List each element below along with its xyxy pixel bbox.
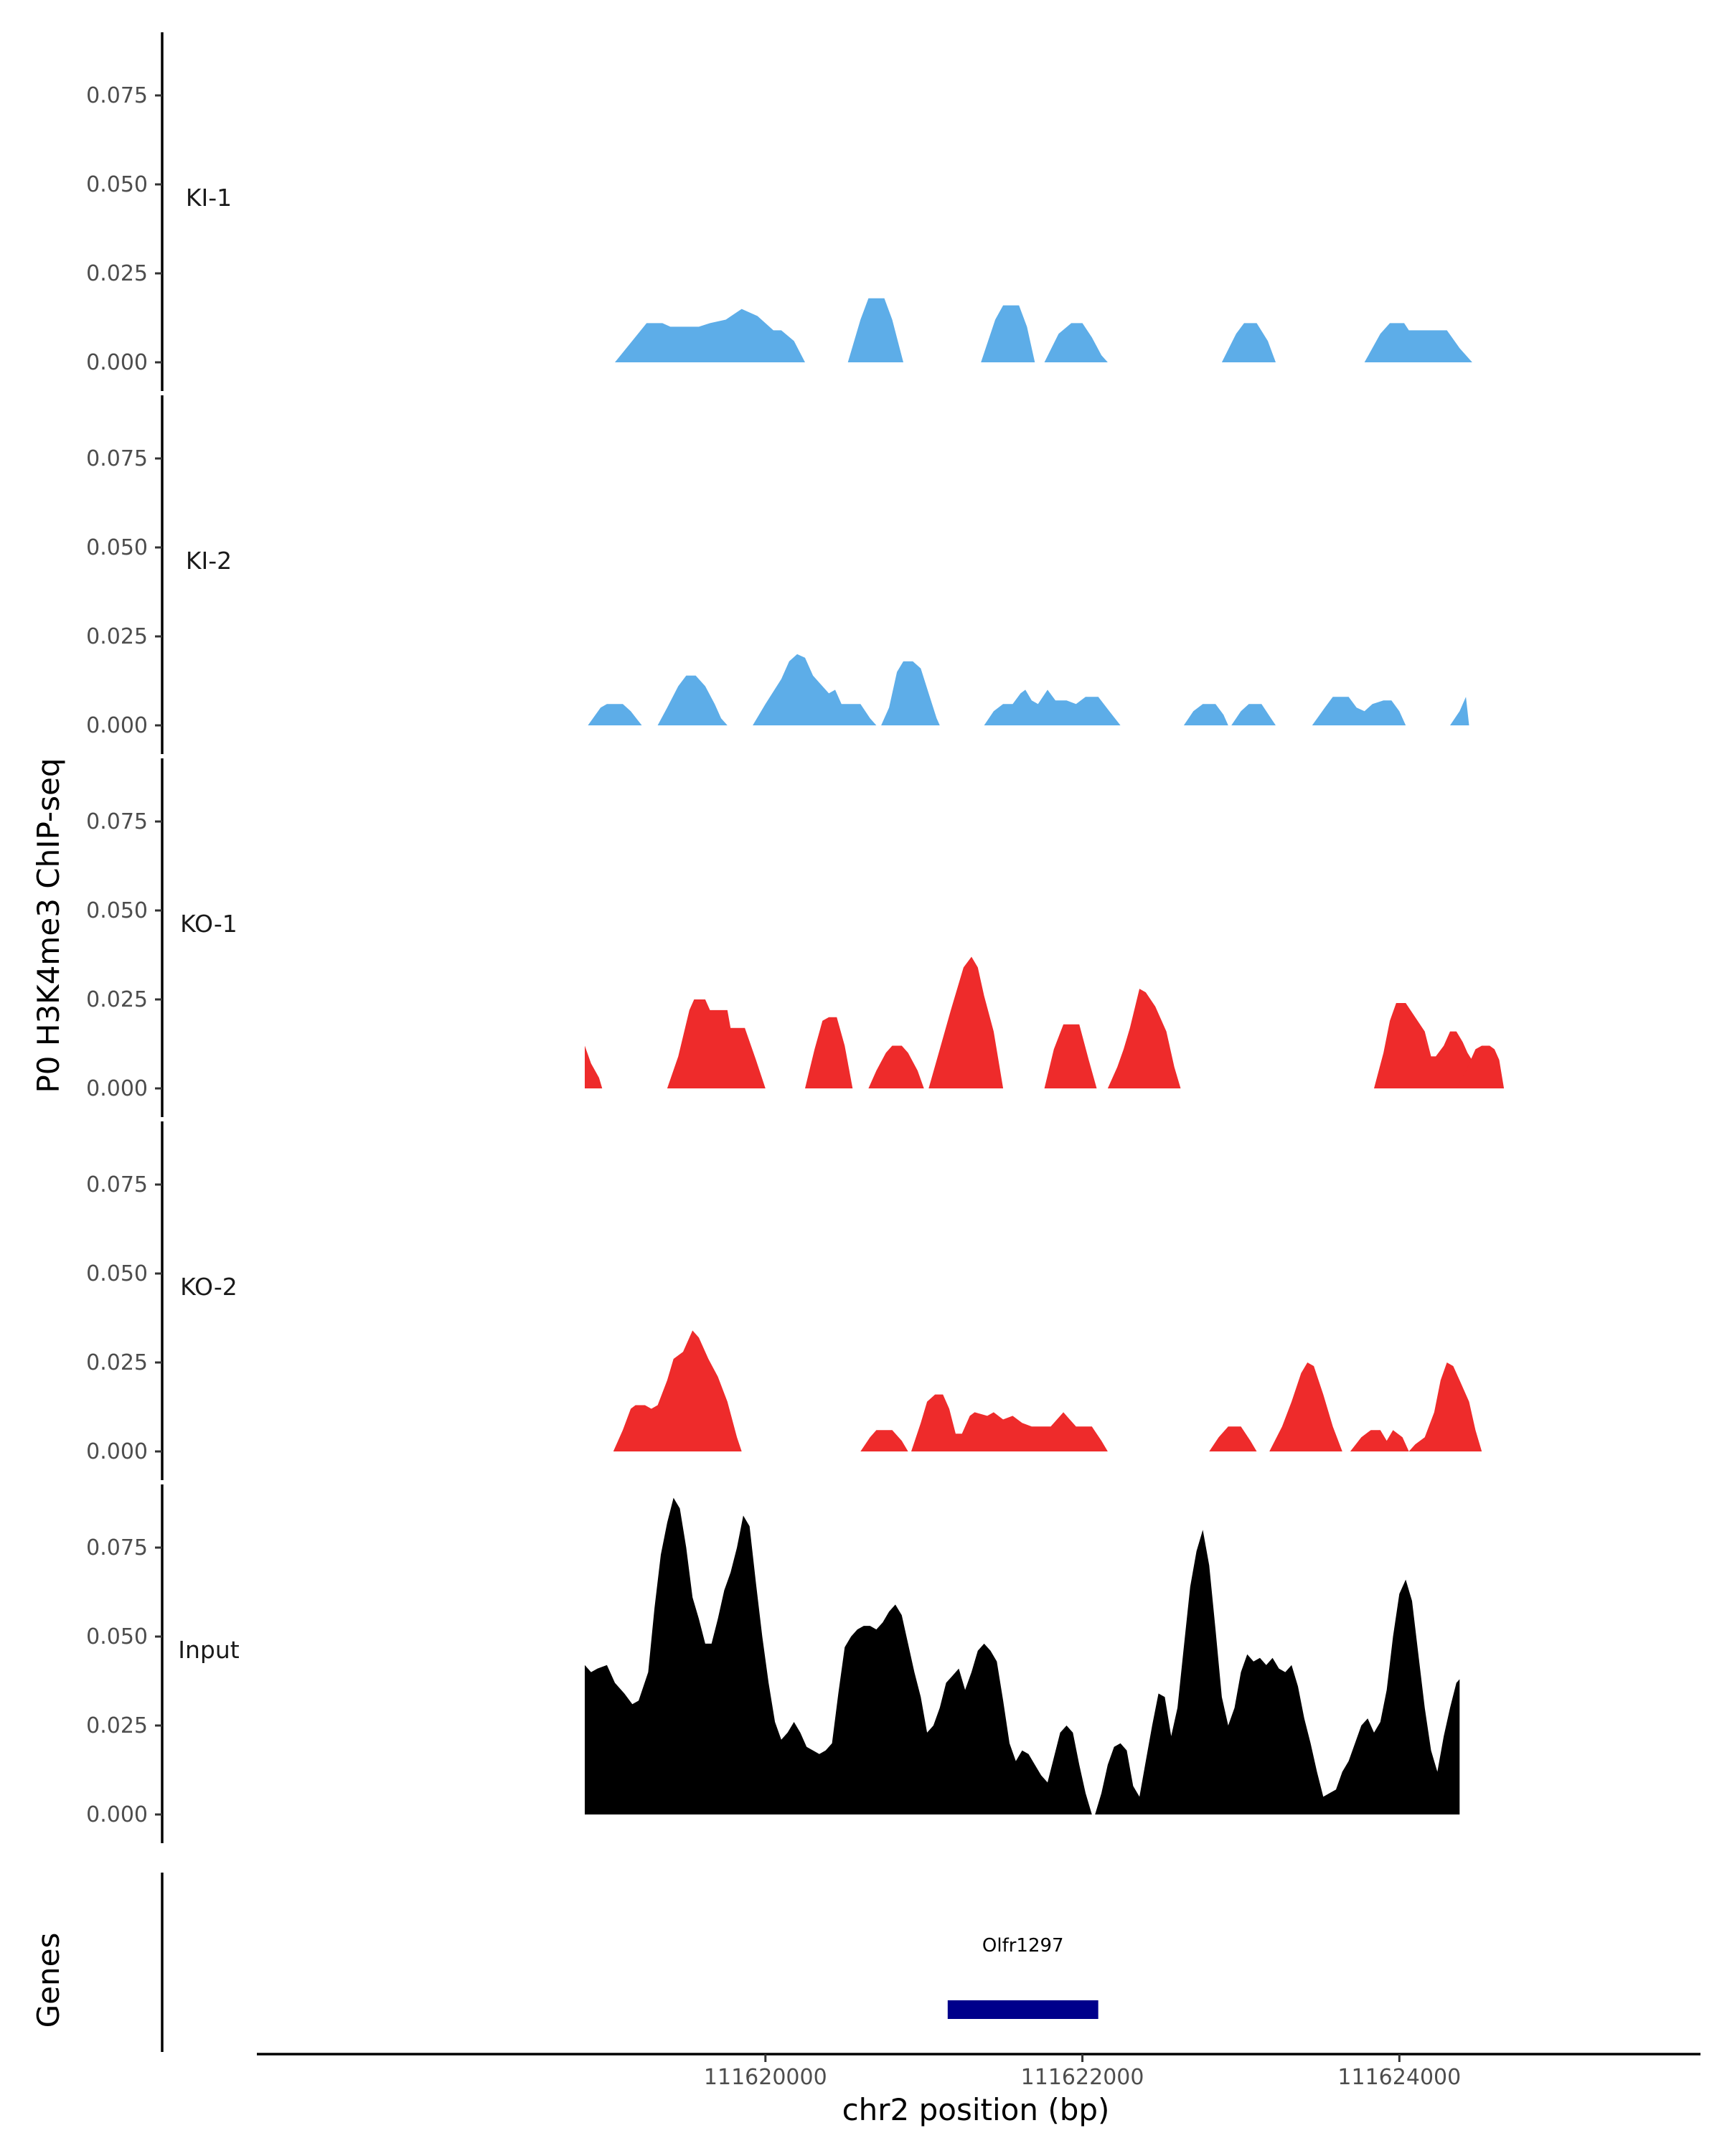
y-tick-label: 0.050 [86,535,148,560]
signal-area [881,661,940,725]
gene-bar [947,2000,1098,2019]
y-tick-label: 0.025 [86,624,148,649]
y-tick-label: 0.075 [86,446,148,471]
signal-area [585,1045,603,1088]
signal-area [1044,323,1108,362]
signal-area [984,689,1121,725]
signal-area [1364,323,1472,362]
y-tick-label: 0.025 [86,261,148,286]
track-label: KI-1 [186,184,232,212]
signal-area [1231,704,1276,725]
signal-area [928,956,1004,1088]
y-tick-label: 0.000 [86,350,148,375]
track-label: KI-2 [186,547,232,575]
signal-area [847,298,903,362]
track-ki-2: 0.000 0.025 0.050 0.075 KI-2 [86,395,1469,754]
y-tick-label: 0.075 [86,809,148,834]
signal-area [1450,697,1469,725]
signal-area [1456,1045,1505,1088]
signal-area [981,305,1035,362]
y-tick-label: 0.025 [86,987,148,1012]
genes-layer: Olfr1297 [161,1873,1098,2052]
y-tick-label: 0.000 [86,713,148,738]
signal-area [1350,1430,1409,1451]
track-ki-1: 0.000 0.025 0.050 0.075 KI-1 [86,32,1472,391]
signal-area [1095,1530,1460,1814]
signal-area [860,1430,908,1451]
gene-label: Olfr1297 [982,1935,1064,1957]
y-tick-label: 0.025 [86,1713,148,1738]
tracks-layer: 0.0000.0250.0500.075KI-10.0000.0250.0500… [86,32,1505,1843]
track-input: 0.000 0.025 0.050 0.075 Input [86,1484,1460,1843]
track-ko-1: 0.000 0.025 0.050 0.075 KO-1 [86,758,1505,1117]
y-tick-label: 0.075 [86,1172,148,1197]
signal-area [1044,1024,1097,1088]
signal-area [1107,989,1181,1088]
signal-area [1269,1362,1342,1451]
signal-area [1183,704,1228,725]
signal-area [585,1497,1092,1814]
track-label: KO-2 [180,1273,237,1301]
y-tick-label: 0.000 [86,1076,148,1101]
y-tick-label: 0.025 [86,1350,148,1375]
y-tick-label: 0.075 [86,83,148,108]
y-axis-title: P0 H3K4me3 ChIP-seq [31,758,66,1093]
y-tick-label: 0.050 [86,1261,148,1286]
y-tick-label: 0.050 [86,898,148,923]
signal-area [753,654,877,725]
track-label: KO-1 [180,910,237,938]
signal-area [613,1330,742,1451]
signal-area [588,704,642,725]
y-tick-label: 0.050 [86,1624,148,1649]
signal-area [667,999,766,1088]
signal-area [657,675,728,725]
signal-area [868,1045,924,1088]
signal-area [1374,1003,1485,1088]
signal-area [615,309,805,362]
signal-area [1312,697,1406,725]
y-tick-label: 0.000 [86,1802,148,1827]
y-tick-label: 0.050 [86,172,148,197]
y-tick-label: 0.075 [86,1535,148,1560]
track-ko-2: 0.000 0.025 0.050 0.075 KO-2 [86,1121,1482,1480]
track-label: Input [178,1636,240,1664]
x-axis-title: chr2 position (bp) [842,2092,1110,2127]
signal-area [1221,323,1276,362]
genes-axis-title: Genes [31,1933,66,2028]
x-axis: 111620000 111622000 111624000 [257,2053,1700,2090]
signal-area [805,1017,853,1088]
signal-area [911,1394,1108,1451]
x-tick-label: 111620000 [704,2065,827,2090]
x-tick-label: 111622000 [1021,2065,1144,2090]
x-tick-label: 111624000 [1337,2065,1461,2090]
y-tick-label: 0.000 [86,1439,148,1464]
signal-area [1408,1362,1482,1451]
signal-area [1209,1426,1257,1451]
